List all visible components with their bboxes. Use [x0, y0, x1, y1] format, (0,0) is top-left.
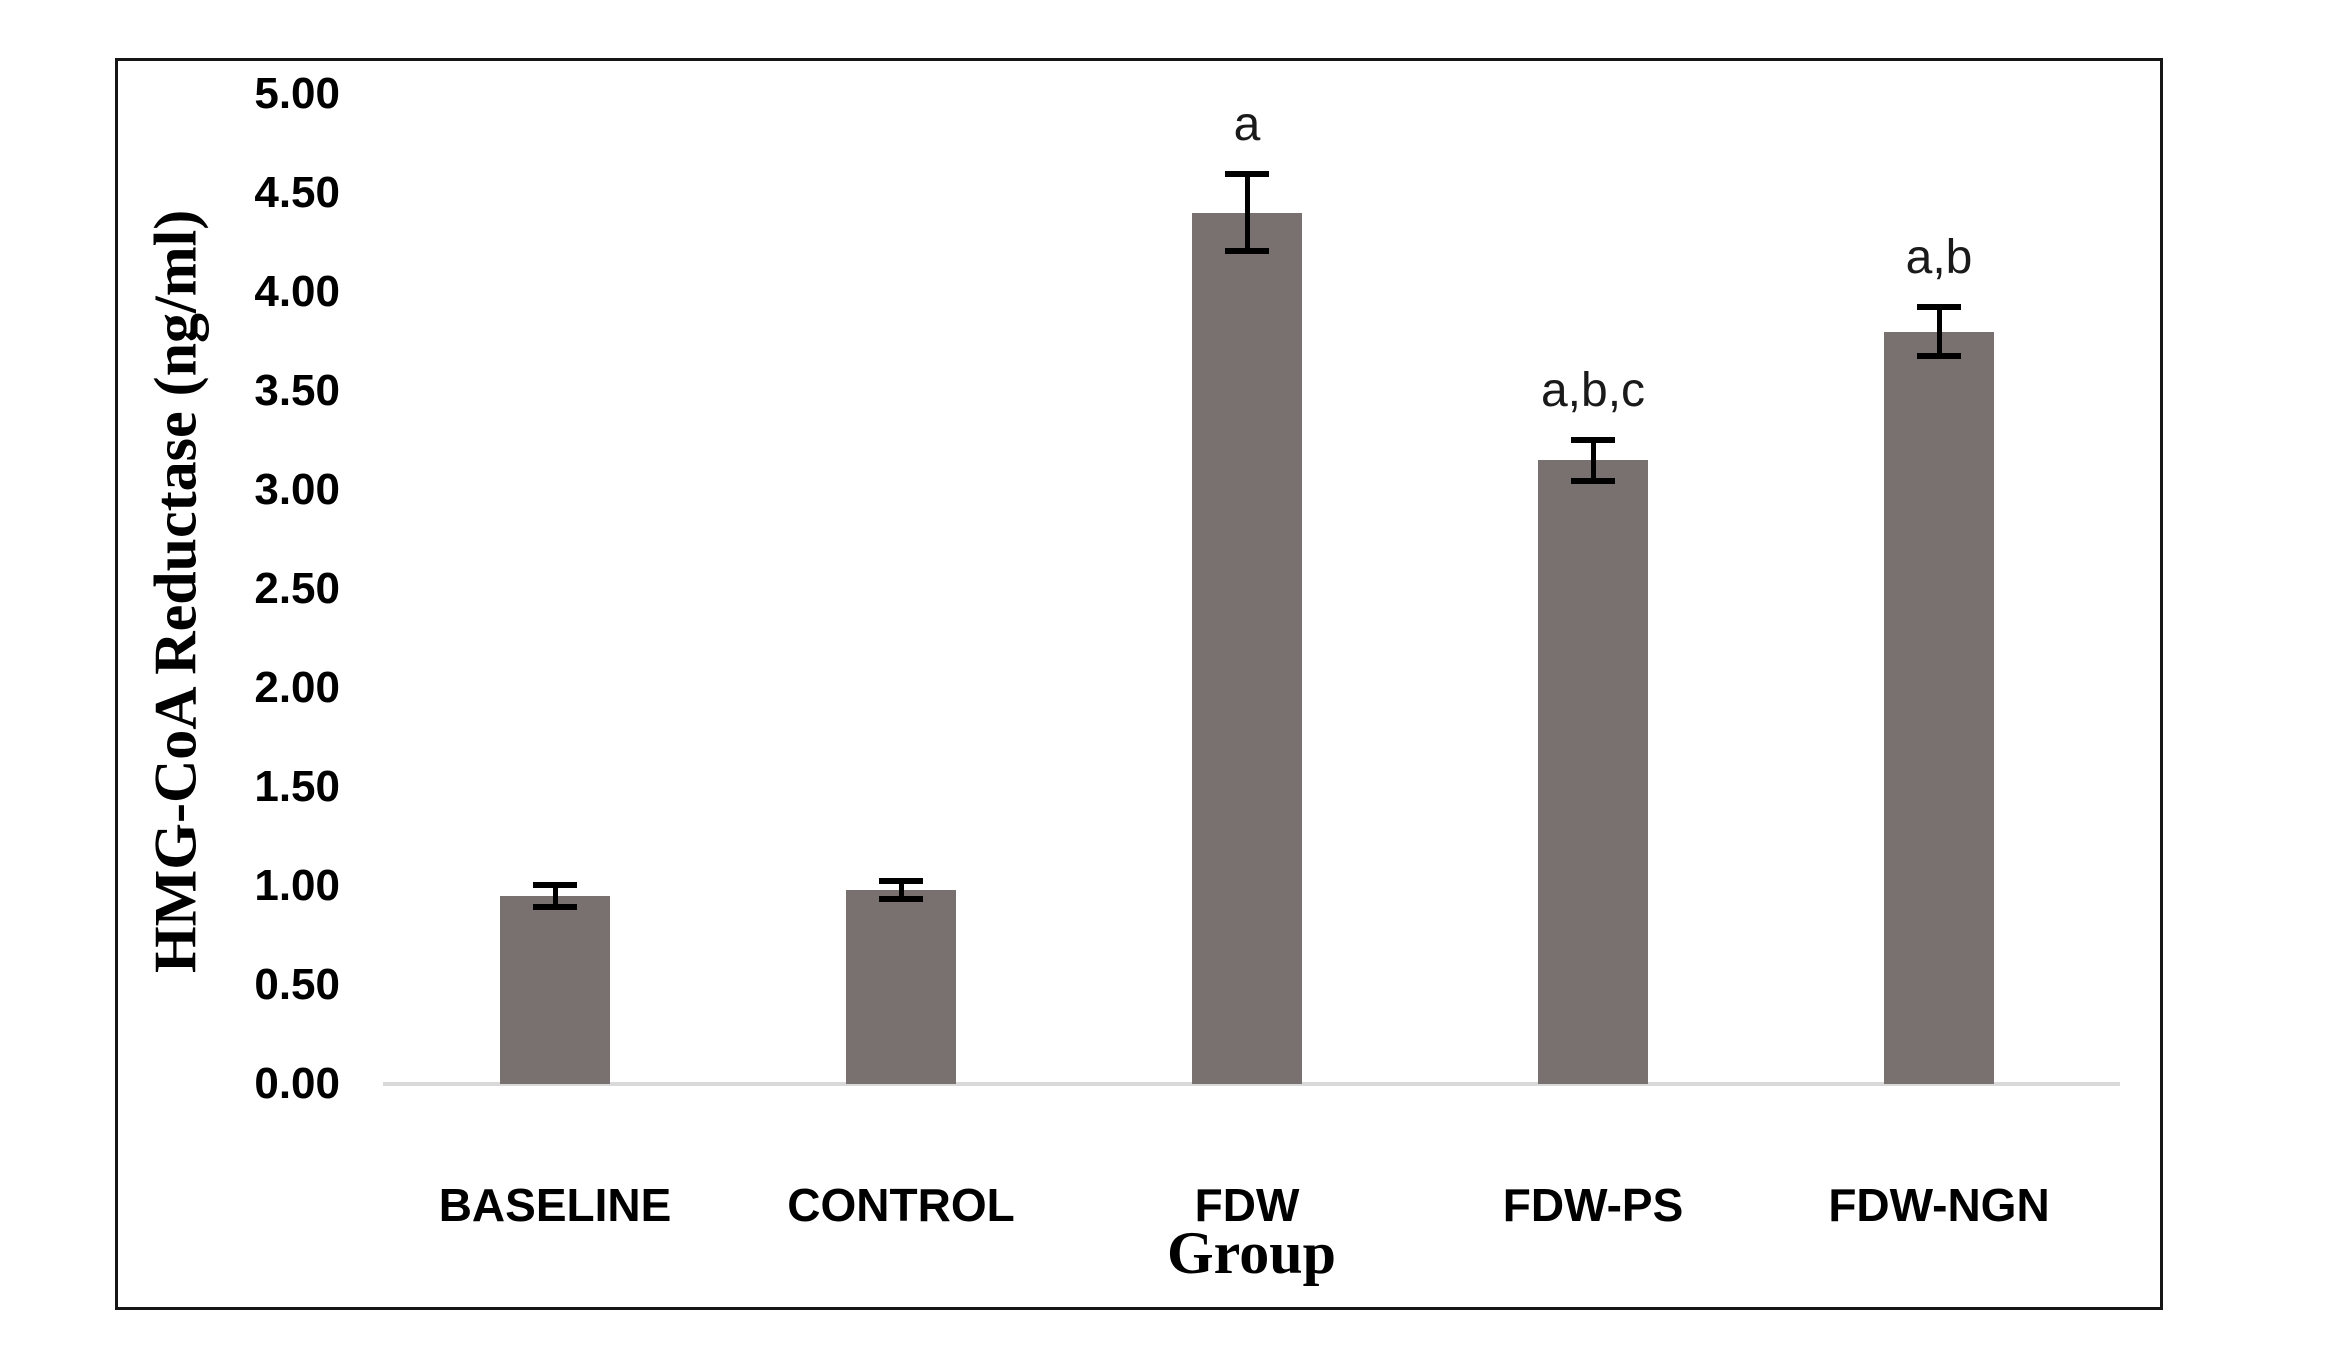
- y-tick-label: 5.00: [254, 69, 340, 118]
- error-bar-cap: [879, 878, 923, 885]
- bar-annotation: a: [1233, 98, 1261, 152]
- y-tick-label: 2.00: [254, 663, 340, 712]
- error-bar-cap: [1917, 303, 1961, 310]
- bar: [1192, 212, 1302, 1084]
- y-tick-label: 3.50: [254, 366, 340, 415]
- x-category-label: FDW: [1194, 1179, 1300, 1231]
- x-axis-line: [383, 1082, 2120, 1086]
- x-category-label: FDW-NGN: [1828, 1179, 2050, 1231]
- error-bar: [1936, 305, 1942, 358]
- x-category-label: BASELINE: [438, 1179, 672, 1231]
- error-bar: [898, 880, 904, 900]
- y-tick-label: 3.00: [254, 465, 340, 514]
- y-tick-label: 1.00: [254, 861, 340, 910]
- bar-annotation: a,b,c: [1540, 363, 1646, 417]
- x-category-label: FDW-PS: [1502, 1179, 1684, 1231]
- y-axis-tick-labels: 0.00 0.50 1.00 1.50 2.00 2.50 3.00 3.50 4.00 4.50…: [118, 61, 2160, 1307]
- bar: [846, 889, 956, 1084]
- y-tick-label: 2.50: [254, 564, 340, 613]
- x-category-label: CONTROL: [787, 1179, 1015, 1231]
- error-bar-cap: [1225, 248, 1269, 255]
- y-tick-label: 1.50: [254, 762, 340, 811]
- error-bar: [1590, 438, 1596, 483]
- bar: [500, 895, 610, 1084]
- error-bar: [1244, 173, 1250, 253]
- error-bar-cap: [533, 882, 577, 889]
- y-tick-label: 4.00: [254, 267, 340, 316]
- error-bar: [552, 884, 558, 908]
- y-tick-label: 0.00: [254, 1059, 340, 1108]
- plot-area: BASELINE CONTROL a FDW a,b,c FDW-PS a,b FDW-NGN: [118, 61, 2160, 1307]
- bar: [1538, 460, 1648, 1084]
- error-bar-cap: [879, 895, 923, 902]
- error-bar-cap: [1571, 436, 1615, 443]
- bar: [1884, 331, 1994, 1084]
- error-bar-cap: [533, 903, 577, 910]
- error-bar-cap: [1571, 478, 1615, 485]
- y-tick-label: 0.50: [254, 960, 340, 1009]
- chart-frame: HMG-CoA Reductase (ng/ml) 0.00 0.50 1.00 1.…: [115, 58, 2163, 1310]
- error-bar-cap: [1225, 171, 1269, 178]
- bar-annotation: a,b: [1905, 230, 1973, 284]
- y-tick-label: 4.50: [254, 168, 340, 217]
- x-axis-title: Group: [1167, 1220, 1336, 1286]
- error-bar-cap: [1917, 353, 1961, 360]
